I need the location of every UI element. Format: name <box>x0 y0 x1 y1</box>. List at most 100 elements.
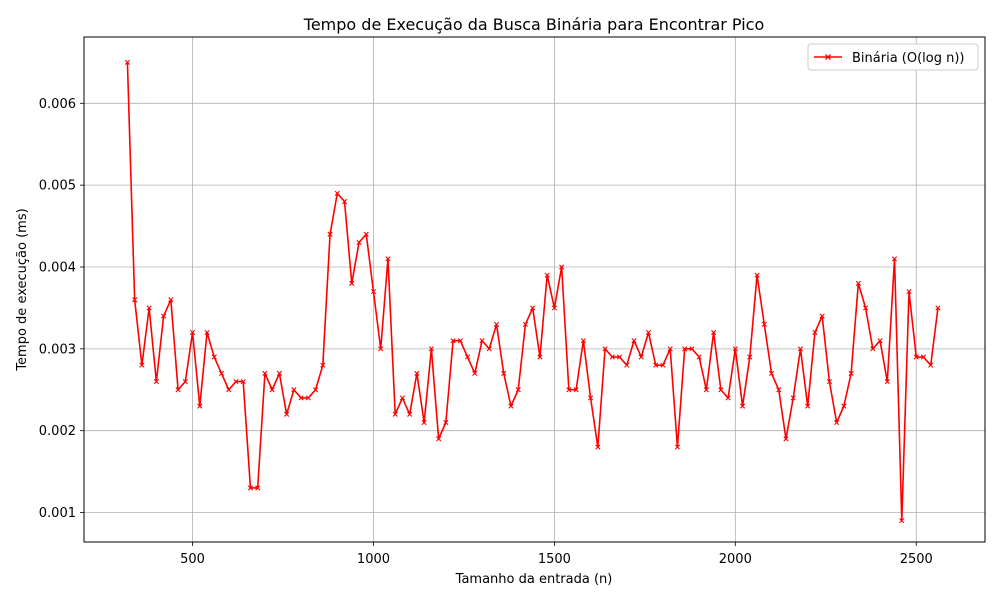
data-point-marker <box>566 387 572 393</box>
legend: Binária (O(log n)) <box>807 43 979 71</box>
data-point-marker <box>233 378 239 385</box>
data-point-marker <box>631 338 637 344</box>
x-tick-label: 2000 <box>719 552 752 567</box>
data-point-marker <box>674 444 681 450</box>
data-point-marker <box>797 346 804 352</box>
data-point-marker <box>812 329 818 336</box>
data-point-marker <box>595 444 601 450</box>
x-tick-label: 500 <box>180 552 205 567</box>
data-point-marker <box>884 378 890 385</box>
data-point-marker <box>450 338 456 344</box>
data-point-marker <box>783 436 789 442</box>
data-point-marker <box>197 403 203 409</box>
data-point-marker <box>739 403 746 409</box>
data-point-marker <box>559 264 565 270</box>
data-point-marker <box>609 354 615 360</box>
data-point-marker <box>464 354 471 360</box>
data-point-marker <box>805 403 811 409</box>
legend-box <box>807 43 979 71</box>
data-point-marker <box>790 395 796 401</box>
data-point-marker <box>616 354 623 360</box>
data-point-marker <box>341 198 348 205</box>
data-point-marker <box>624 362 630 368</box>
data-point-marker <box>855 280 861 286</box>
data-point-marker <box>370 288 377 295</box>
x-tick-label: 1500 <box>538 552 571 567</box>
data-point-marker <box>573 387 579 393</box>
data-point-marker <box>776 387 782 393</box>
data-point-marker <box>240 378 246 385</box>
axis-ticks: 500 1000 1500 2000 2500 0.001 0.002 0.003 0.004 0… <box>39 97 933 567</box>
data-point-marker <box>747 354 753 360</box>
data-point-marker <box>891 256 898 262</box>
data-point-marker <box>124 59 131 65</box>
data-point-marker <box>711 329 717 336</box>
data-point-marker <box>920 354 927 360</box>
data-point-marker <box>284 411 290 417</box>
data-point-marker <box>146 305 152 311</box>
y-tick-label: 0.001 <box>39 506 76 521</box>
data-point-marker <box>291 387 297 393</box>
data-point-marker <box>399 395 406 401</box>
data-point-marker <box>132 297 138 303</box>
data-point-marker <box>935 305 941 311</box>
data-point-marker <box>725 395 731 401</box>
data-point-marker <box>436 436 442 442</box>
data-point-marker <box>276 370 282 376</box>
legend-label: Binária (O(log n)) <box>852 51 965 66</box>
x-tick-label: 1000 <box>357 552 390 567</box>
data-point-marker <box>841 403 847 409</box>
data-point-marker <box>645 329 652 336</box>
data-point-marker <box>834 419 840 426</box>
data-point-marker <box>515 387 521 393</box>
plot-series <box>124 59 941 524</box>
data-point-marker <box>211 354 217 360</box>
data-point-marker <box>255 485 261 491</box>
data-point-marker <box>428 346 434 352</box>
data-point-marker <box>551 305 557 311</box>
data-point-marker <box>204 329 210 336</box>
data-point-marker <box>139 362 145 368</box>
data-point-marker <box>247 485 254 491</box>
data-point-marker <box>363 231 369 237</box>
data-point-marker <box>493 321 500 327</box>
data-point-marker <box>848 370 854 376</box>
data-point-marker <box>768 370 775 376</box>
data-point-marker <box>530 305 536 311</box>
data-point-marker <box>587 395 594 401</box>
data-point-marker <box>537 354 543 360</box>
data-point-marker <box>870 346 876 352</box>
data-point-marker <box>161 313 167 319</box>
data-point-marker <box>269 387 275 393</box>
data-point-marker <box>443 419 449 426</box>
data-point-marker <box>508 403 514 409</box>
data-point-marker <box>472 370 478 376</box>
data-point-marker <box>660 362 666 368</box>
data-point-marker <box>479 338 485 344</box>
data-point-marker <box>928 362 934 368</box>
data-point-marker <box>414 370 420 376</box>
data-point-marker <box>305 395 311 401</box>
y-tick-label: 0.005 <box>39 179 76 194</box>
data-point-marker <box>638 354 644 360</box>
data-point-marker <box>378 346 384 352</box>
data-point-marker <box>226 387 232 393</box>
data-point-marker <box>182 378 188 385</box>
data-point-marker <box>168 297 174 303</box>
data-point-marker <box>913 354 919 360</box>
data-point-marker <box>899 518 905 524</box>
data-point-marker <box>906 288 912 295</box>
data-point-marker <box>486 346 492 352</box>
data-point-marker <box>877 338 883 344</box>
data-point-marker <box>689 346 695 352</box>
y-tick-label: 0.002 <box>39 424 76 439</box>
data-point-marker <box>175 387 181 393</box>
data-point-marker <box>826 378 832 385</box>
data-point-marker <box>819 313 825 319</box>
data-point-marker <box>298 395 304 401</box>
data-point-marker <box>262 370 268 376</box>
y-tick-label: 0.004 <box>39 260 76 275</box>
data-point-marker <box>457 338 463 344</box>
x-axis-label: Tamanho da entrada (n) <box>455 572 613 587</box>
